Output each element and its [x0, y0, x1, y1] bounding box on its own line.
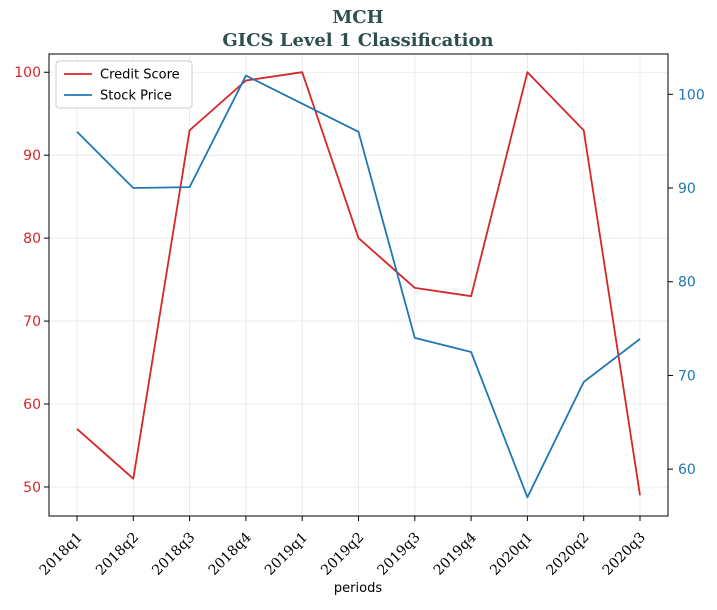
x-tick-label: 2019q3 — [374, 530, 423, 579]
series-layer — [76, 71, 641, 499]
legend-box — [55, 60, 193, 109]
x-tick-label: 2018q3 — [149, 530, 198, 579]
left-y-tick-label: 50 — [23, 480, 41, 496]
right-y-axis: 60 70 80 90 100 — [668, 87, 705, 478]
x-tick-label: 2018q1 — [37, 530, 86, 579]
x-tick-label: 2020q2 — [543, 530, 592, 579]
x-tick-label: 2019q2 — [318, 530, 367, 579]
grid — [49, 54, 668, 516]
left-y-tick-label: 80 — [23, 231, 41, 247]
right-y-tick-label: 100 — [678, 87, 705, 103]
left-y-tick-label: 100 — [14, 65, 41, 81]
chart-subtitle: GICS Level 1 Classification — [222, 30, 493, 51]
legend-label-credit-score: Credit Score — [100, 68, 180, 83]
right-y-tick-label: 60 — [678, 462, 696, 478]
series-line-stock-price — [76, 74, 641, 499]
chart-title: MCH — [332, 7, 383, 28]
left-y-tick-label: 90 — [23, 148, 41, 164]
x-tick-label: 2020q1 — [487, 530, 536, 579]
left-y-axis: 50 60 70 80 90 100 — [14, 65, 49, 496]
legend: Credit Score Stock Price — [55, 60, 193, 109]
left-y-tick-label: 70 — [23, 314, 41, 330]
right-y-tick-label: 90 — [678, 181, 696, 197]
legend-label-stock-price: Stock Price — [100, 89, 172, 104]
right-y-tick-label: 80 — [678, 275, 696, 291]
x-axis: 2018q1 2018q2 2018q3 2018q4 2019q1 2019q2 2019… — [37, 516, 649, 579]
x-tick-label: 2019q1 — [262, 530, 311, 579]
series-line-credit-score — [76, 71, 641, 496]
x-tick-label: 2020q3 — [600, 530, 649, 579]
right-y-tick-label: 70 — [678, 368, 696, 384]
left-y-tick-label: 60 — [23, 397, 41, 413]
x-tick-label: 2018q2 — [93, 530, 142, 579]
x-tick-label: 2018q4 — [206, 529, 255, 578]
x-tick-label: 2019q4 — [431, 529, 480, 578]
x-axis-label: periods — [334, 581, 382, 596]
